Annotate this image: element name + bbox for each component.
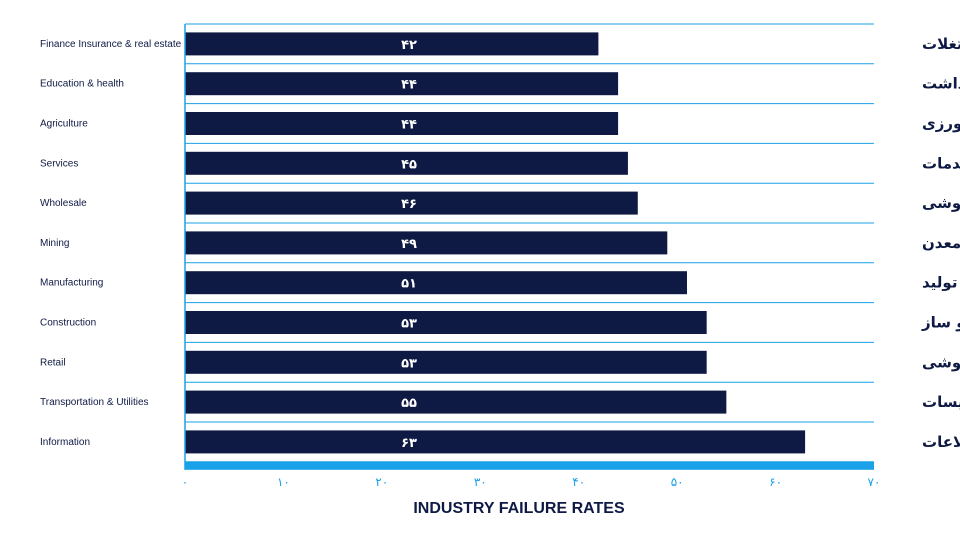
chart-title: INDUSTRY FAILURE RATES <box>413 500 625 517</box>
bar <box>185 151 628 175</box>
x-tick-label: ۴۰ <box>572 475 585 489</box>
chart-row: ۴۹ Mining معدن <box>40 231 960 255</box>
bar-value-label: ۴۴ <box>401 118 417 133</box>
bar-value-label: ۴۲ <box>401 38 417 53</box>
category-label-fa: بیمه، املاک و مستغلات <box>922 35 960 53</box>
category-label-fa: معدن <box>922 234 960 252</box>
category-label-fa: خرده فروشی <box>922 353 960 371</box>
bar-value-label: ۴۹ <box>401 237 417 252</box>
category-label-fa: حمل و نقل و تاسیسات <box>922 393 960 411</box>
category-label-fa: اطلاعات <box>922 433 960 451</box>
category-label-en: Finance Insurance & real estate <box>40 39 182 50</box>
bar-value-label: ۵۱ <box>401 277 417 292</box>
category-label-fa: ساخت و ساز <box>921 314 960 332</box>
chart-row: ۴۴ Education & health آموزش و بهداشت <box>40 72 960 96</box>
category-label-fa: عمده فروشی <box>922 194 960 212</box>
category-label-en: Manufacturing <box>40 278 103 289</box>
chart-row: ۵۳ Construction ساخت و ساز <box>40 311 960 334</box>
bar <box>185 390 727 414</box>
category-label-en: Mining <box>40 238 69 249</box>
bar <box>185 72 619 96</box>
category-label-en: Construction <box>40 318 96 329</box>
x-tick-label: ۱۰ <box>277 475 290 489</box>
bar-value-label: ۵۳ <box>401 317 417 332</box>
bar <box>185 311 707 334</box>
chart-row: ۴۲ Finance Insurance & real estate بیمه، ا… <box>40 32 960 56</box>
x-axis-band <box>185 461 874 470</box>
category-label-en: Wholesale <box>40 198 87 209</box>
chart-row: ۴۴ Agriculture کشاورزی <box>40 112 960 135</box>
chart-row: ۵۳ Retail خرده فروشی <box>40 350 960 374</box>
bar-value-label: ۵۵ <box>401 396 417 411</box>
category-label-en: Services <box>40 158 78 169</box>
chart-row: ۵۱ Manufacturing ساخت و تولید <box>40 271 960 295</box>
bar-value-label: ۵۳ <box>401 356 417 371</box>
chart-row: ۴۶ Wholesale عمده فروشی <box>40 191 960 215</box>
bar <box>185 32 599 56</box>
bar <box>185 430 806 454</box>
x-tick-label: ۷۰ <box>868 475 881 489</box>
category-label-en: Education & health <box>40 79 124 90</box>
bar <box>185 231 668 255</box>
category-label-en: Agriculture <box>40 119 88 130</box>
bar-value-label: ۴۴ <box>401 78 417 93</box>
bar <box>185 271 687 295</box>
category-label-en: Transportation & Utilities <box>40 397 149 408</box>
bar-value-label: ۴۵ <box>401 157 417 172</box>
category-label-fa: ساخت و تولید <box>922 274 960 292</box>
chart-row: ۶۳ Information اطلاعات <box>40 430 960 454</box>
category-label-fa: کشاورزی <box>922 115 960 133</box>
category-label-en: Information <box>40 437 90 448</box>
bar <box>185 350 707 374</box>
chart-rows: ۴۲ Finance Insurance & real estate بیمه، ا… <box>40 23 960 463</box>
bar-value-label: ۴۶ <box>401 197 417 212</box>
x-tick-label: ۲۰ <box>375 475 388 489</box>
bar <box>185 191 638 215</box>
chart-row: ۵۵ Transportation & Utilities حمل و نقل و … <box>40 390 960 414</box>
category-label-fa: خدمات <box>922 154 960 172</box>
x-tick-label: ۵۰ <box>671 475 684 489</box>
chart-row: ۴۵ Services خدمات <box>40 151 960 175</box>
category-label-en: Retail <box>40 357 66 368</box>
bar-value-label: ۶۳ <box>401 436 417 451</box>
x-tick-label: ۶۰ <box>769 475 782 489</box>
category-label-fa: آموزش و بهداشت <box>922 75 960 93</box>
x-tick-label: ۳۰ <box>474 475 487 489</box>
bar <box>185 112 619 135</box>
x-tick-label: ۰ <box>182 475 188 489</box>
x-axis: ۰ ۱۰ ۲۰ ۳۰ ۴۰ ۵۰ ۶۰ ۷۰ <box>182 24 881 489</box>
